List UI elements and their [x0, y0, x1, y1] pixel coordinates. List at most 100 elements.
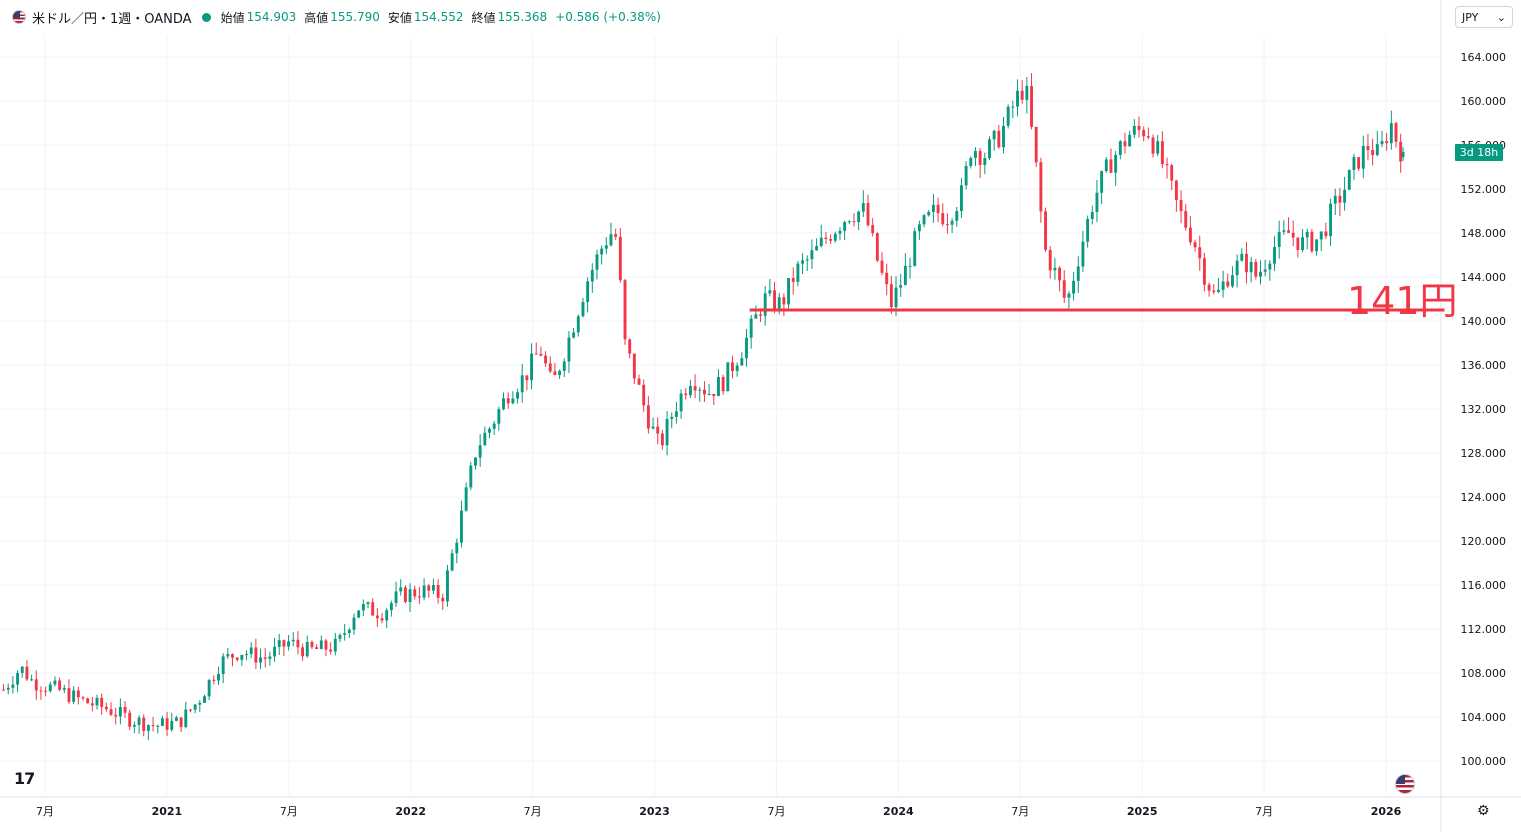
candle-body — [950, 220, 954, 225]
candle — [62, 684, 66, 694]
candle — [875, 232, 879, 263]
candle — [600, 245, 604, 265]
candle-body — [474, 457, 477, 466]
candle — [287, 634, 291, 651]
candle — [983, 152, 987, 175]
candle-body — [118, 706, 122, 717]
symbol-title[interactable]: 米ドル／円・1週・OANDA — [32, 11, 192, 27]
candle-body — [6, 687, 10, 690]
candle-body — [193, 704, 197, 710]
candle-body — [273, 646, 277, 657]
candle — [618, 228, 622, 283]
candle-body — [1156, 141, 1160, 154]
y-tick-label: 128.000 — [1461, 447, 1507, 460]
candle — [1100, 170, 1104, 205]
candle-body — [25, 666, 29, 680]
candle — [833, 231, 837, 243]
candle-body — [1184, 211, 1188, 228]
candle-body — [1347, 169, 1351, 190]
candle-body — [226, 654, 230, 657]
candle — [497, 406, 501, 431]
candle — [460, 500, 463, 548]
candle-body — [100, 697, 104, 707]
currency-select-button[interactable]: JPY ⌄ — [1455, 6, 1513, 28]
us-flag-icon — [12, 10, 26, 24]
candle — [207, 679, 211, 701]
candle-body — [502, 398, 505, 410]
candle — [268, 651, 272, 666]
candle-body — [604, 245, 608, 249]
candle-body — [16, 672, 20, 685]
candle — [1146, 127, 1150, 140]
candle-body — [1114, 154, 1118, 173]
candle — [1104, 156, 1108, 173]
candle-body — [1380, 141, 1384, 145]
candle-body — [319, 640, 323, 649]
candle — [385, 607, 389, 628]
candle — [2, 684, 5, 691]
y-tick-label: 136.000 — [1461, 359, 1507, 372]
candle-body — [1249, 261, 1253, 273]
candle — [104, 702, 108, 712]
candle-body — [450, 553, 454, 571]
candle-body — [413, 589, 417, 597]
candle-body — [72, 690, 76, 702]
candle — [422, 578, 426, 601]
settings-gear-icon[interactable]: ⚙ — [1477, 803, 1490, 819]
candle-body — [1086, 218, 1090, 242]
candle — [632, 353, 636, 384]
candle-body — [506, 398, 510, 404]
candle — [688, 379, 692, 398]
candle-body — [525, 375, 529, 381]
candle — [305, 635, 309, 658]
candle — [273, 637, 277, 662]
candle-body — [95, 697, 99, 706]
candle-body — [357, 610, 361, 618]
candle-body — [609, 234, 613, 246]
candle — [118, 698, 122, 725]
us-flag-icon[interactable] — [1395, 774, 1415, 794]
x-tick-label: 2022 — [395, 805, 426, 818]
candle — [193, 704, 197, 714]
candle-body — [894, 287, 898, 308]
candle-body — [198, 702, 202, 705]
candle — [502, 392, 505, 411]
candle-body — [1389, 123, 1393, 144]
candle — [978, 147, 982, 179]
candle-body — [1151, 137, 1155, 154]
candle — [95, 694, 99, 710]
candle-body — [903, 265, 907, 286]
candle-body — [1002, 125, 1005, 148]
candle-body — [329, 649, 333, 652]
candle-body — [861, 203, 865, 212]
candle-body — [511, 398, 515, 404]
candle-body — [2, 689, 5, 691]
candle-body — [1090, 212, 1094, 219]
candle — [240, 654, 244, 666]
candle-body — [913, 231, 917, 266]
candle-body — [86, 698, 90, 704]
candle-body — [240, 654, 244, 660]
candle — [6, 683, 10, 695]
candle-body — [315, 647, 319, 649]
candle-body — [1338, 195, 1342, 203]
candle-body — [656, 426, 660, 434]
candle — [81, 696, 85, 701]
y-tick-label: 164.000 — [1461, 51, 1507, 64]
tradingview-logo-icon[interactable]: 17 — [14, 769, 35, 788]
candle-body — [1100, 171, 1104, 193]
candle-body — [516, 392, 519, 399]
candle-body — [955, 211, 959, 221]
candle-body — [1109, 159, 1113, 173]
candle — [1165, 157, 1169, 179]
candle — [1044, 207, 1047, 252]
candle — [217, 666, 220, 685]
candle — [805, 255, 809, 271]
open-value: 154.903 — [246, 10, 297, 24]
support-level-annotation[interactable]: 141円 — [1347, 279, 1458, 323]
candle — [801, 253, 805, 275]
candle-body — [1282, 230, 1286, 232]
candle-body — [460, 510, 463, 543]
currency-label: JPY — [1462, 10, 1479, 24]
